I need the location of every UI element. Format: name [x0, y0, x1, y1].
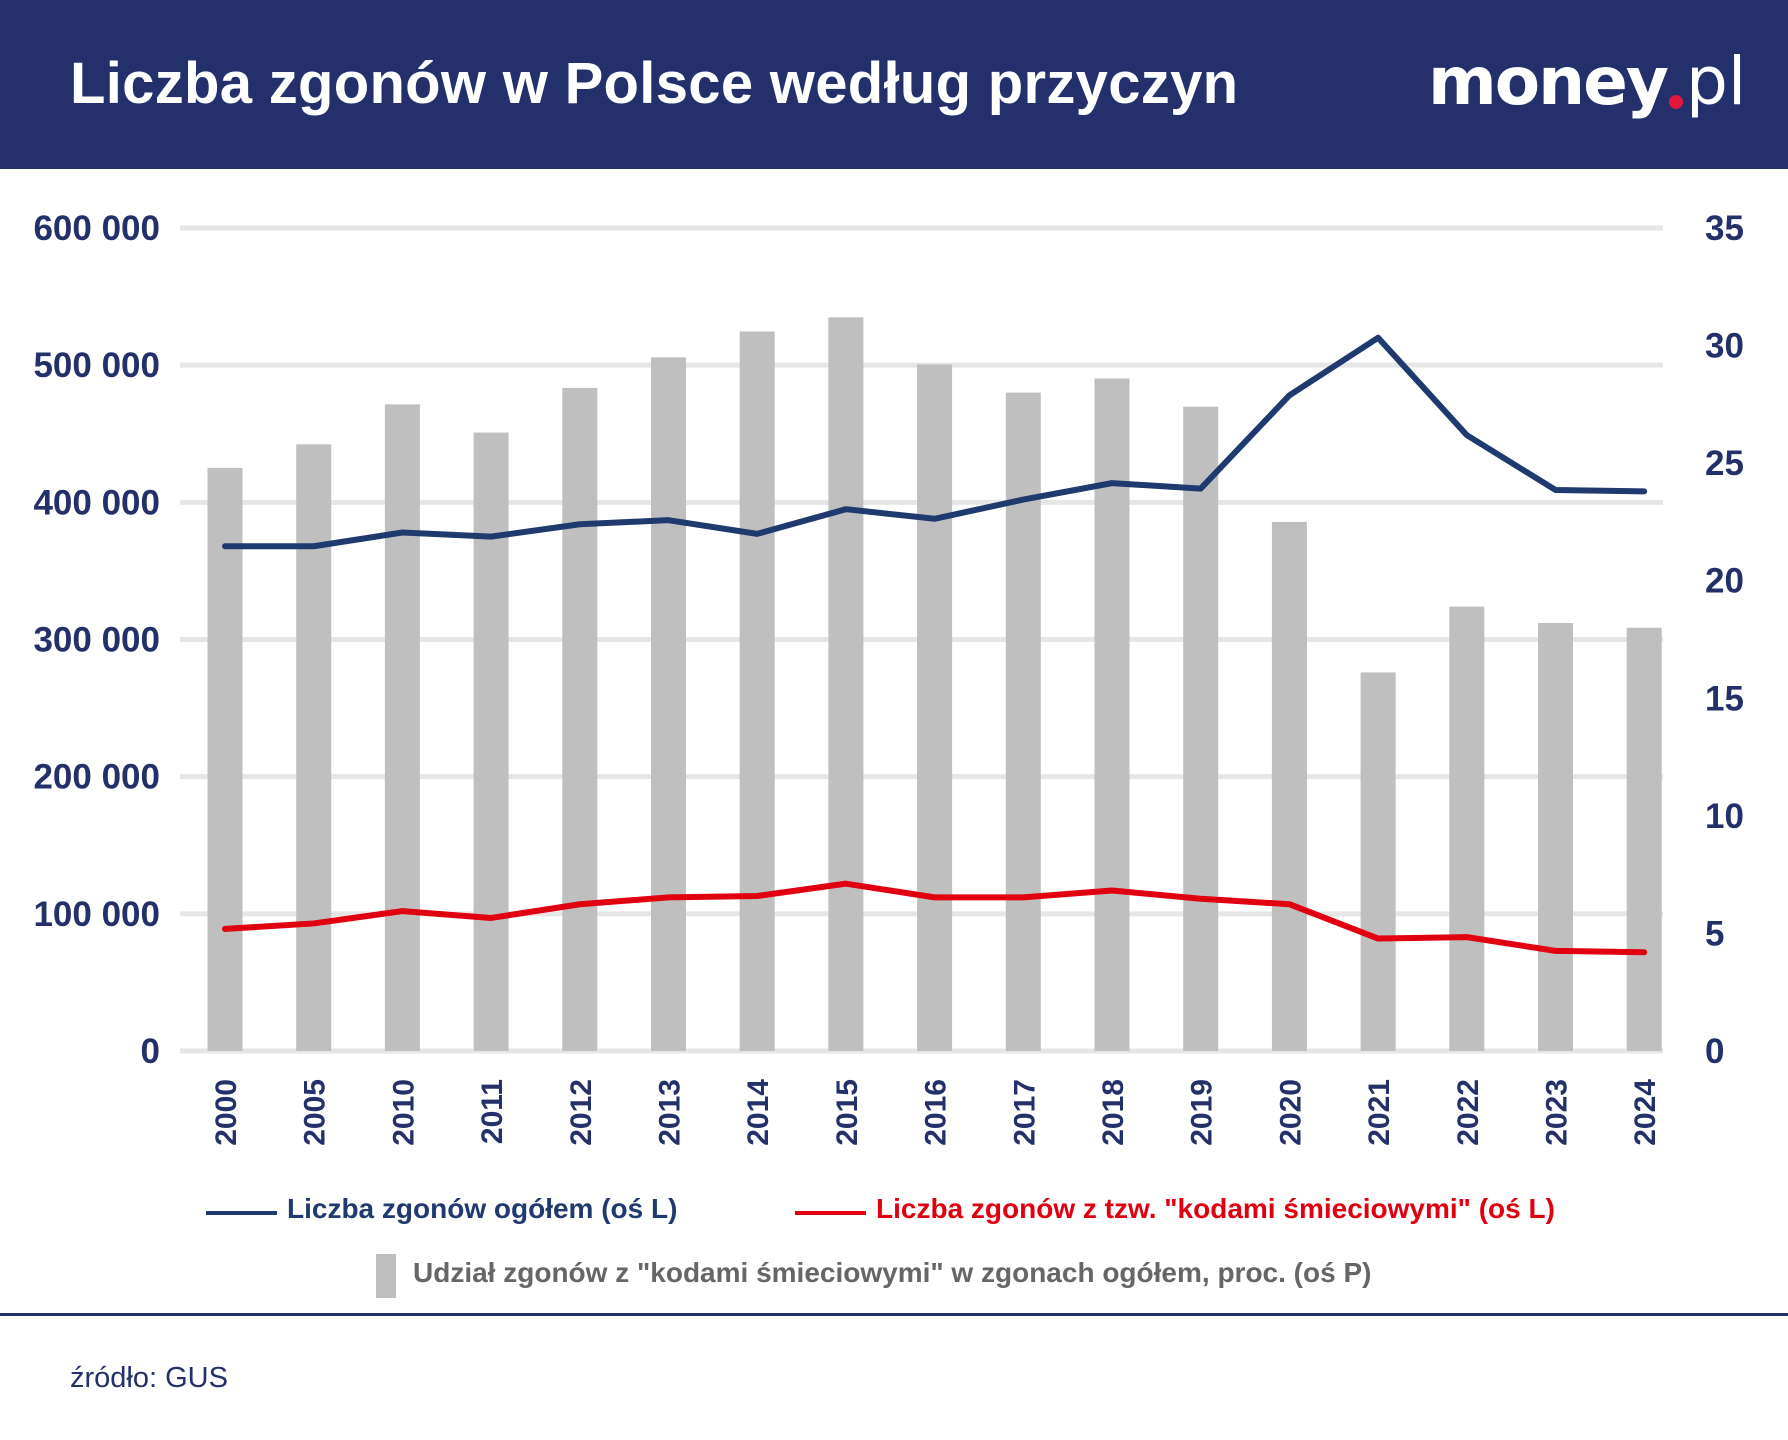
right-axis-tick-label: 25	[1705, 444, 1744, 483]
x-axis-tick-label: 2012	[565, 1079, 598, 1146]
share-bar	[1626, 627, 1662, 1051]
svg-text:money: money	[1428, 43, 1668, 120]
chart: 0 100 000 200 000 300 000 400 000 500 000 600 …	[33, 209, 1744, 1146]
total-deaths-line	[222, 334, 1648, 550]
header: Liczba zgonów w Polsce według przyczyn m…	[0, 0, 1788, 169]
left-axis-tick-label: 600 000	[33, 209, 160, 248]
x-axis-tick-label: 2014	[742, 1079, 775, 1146]
x-axis-tick-label: 2020	[1274, 1079, 1307, 1146]
x-axis-tick-label: 2024	[1629, 1079, 1662, 1146]
legend-total-swatch	[206, 1211, 277, 1215]
share-bar	[739, 331, 775, 1051]
left-axis-tick-label: 0	[141, 1032, 160, 1071]
share-bar	[562, 387, 598, 1051]
divider	[0, 1313, 1788, 1316]
left-axis-tick-label: 200 000	[33, 758, 160, 797]
x-axis-tick-label: 2017	[1008, 1079, 1041, 1146]
x-axis-tick-label: 2016	[920, 1079, 953, 1146]
share-bar	[473, 432, 509, 1051]
left-axis-tick-label: 300 000	[33, 621, 160, 660]
legend-garbage-label: Liczba zgonów z tzw. "kodami śmieciowymi…	[876, 1193, 1555, 1224]
left-axis-tick-label: 500 000	[33, 346, 160, 385]
legend-share-swatch	[376, 1254, 396, 1298]
svg-text:pl: pl	[1686, 43, 1746, 120]
share-bar	[1183, 406, 1219, 1051]
share-bar	[1094, 378, 1130, 1051]
right-axis-tick-label: 0	[1705, 1032, 1724, 1071]
x-axis-tick-label: 2019	[1186, 1079, 1219, 1146]
share-bar	[384, 404, 420, 1051]
right-axis-tick-label: 5	[1705, 914, 1724, 953]
share-bar	[1360, 672, 1396, 1051]
left-axis-tick-label: 100 000	[33, 895, 160, 934]
share-bar	[296, 444, 332, 1051]
right-axis-tick-label: 20	[1705, 562, 1744, 601]
x-axis-tick-label: 2015	[831, 1079, 864, 1146]
legend-garbage-swatch	[795, 1211, 866, 1215]
left-axis-tick-label: 400 000	[33, 483, 160, 522]
share-bar	[1005, 392, 1041, 1052]
right-axis-tick-label: 30	[1705, 327, 1744, 366]
right-axis-tick-label: 35	[1705, 209, 1744, 248]
garbage-codes-line	[222, 880, 1648, 956]
share-bar	[1538, 623, 1573, 1051]
legend-share-label: Udział zgonów z "kodami śmieciowymi" w z…	[413, 1257, 1372, 1288]
money-pl-logo: money pl	[1428, 43, 1746, 120]
right-axis-tick-label: 10	[1705, 797, 1744, 836]
x-axis-tick-label: 2010	[387, 1079, 420, 1146]
x-axis-tick-label: 2021	[1363, 1079, 1396, 1146]
share-bar	[651, 357, 686, 1051]
source-note: źródło: GUS	[70, 1362, 228, 1394]
right-axis-tick-label: 15	[1705, 679, 1744, 718]
x-axis-tick-label: 2022	[1452, 1079, 1485, 1146]
x-axis-tick-label: 2000	[210, 1079, 243, 1146]
x-axis-tick-label: 2018	[1097, 1079, 1130, 1146]
share-bar	[917, 364, 953, 1051]
share-bar	[1449, 606, 1485, 1051]
x-axis-tick-label: 2013	[654, 1079, 687, 1146]
legend-total-label: Liczba zgonów ogółem (oś L)	[287, 1193, 678, 1224]
chart-title: Liczba zgonów w Polsce według przyczyn	[70, 51, 1239, 116]
x-axis-tick-label: 2011	[476, 1079, 509, 1144]
logo-dot	[1669, 95, 1683, 109]
share-bar	[1271, 521, 1307, 1051]
x-axis-tick-label: 2005	[299, 1079, 332, 1146]
share-bar	[207, 467, 243, 1051]
x-axis-tick-label: 2023	[1541, 1079, 1574, 1146]
share-bar	[828, 317, 864, 1052]
